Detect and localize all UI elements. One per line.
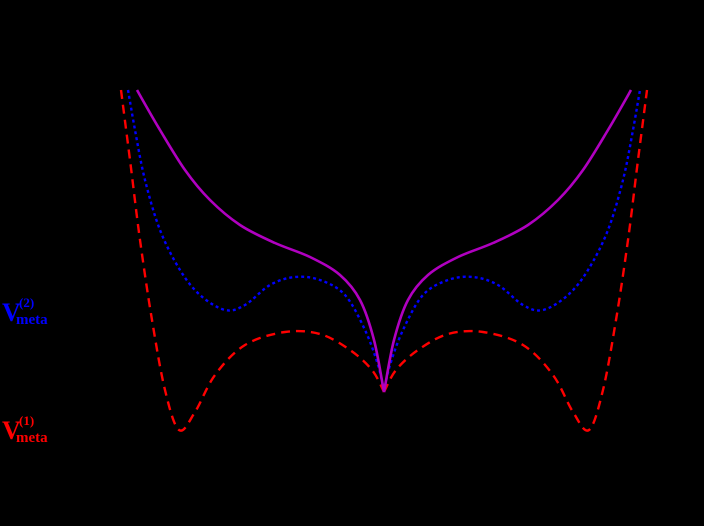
series-2-curve-right xyxy=(382,89,642,393)
series-3-curve-left xyxy=(135,89,386,393)
series-1-curve-left xyxy=(119,89,386,432)
v-meta-1-sup: (1) xyxy=(19,413,35,428)
v-meta-1-label: V (1) meta xyxy=(2,414,48,446)
series-3-curve-right xyxy=(382,89,633,393)
v-meta-1-sub: meta xyxy=(16,430,48,446)
v-meta-2-main: V xyxy=(2,298,21,327)
series-layer xyxy=(119,89,649,432)
v-meta-2-sub: meta xyxy=(16,312,48,328)
v-meta-2-sup: (2) xyxy=(19,295,35,310)
series-2-curve-left xyxy=(126,89,386,393)
v-meta-2-label: V (2) meta xyxy=(2,296,48,328)
series-1-curve-right xyxy=(382,89,649,432)
v-meta-1-main: V xyxy=(2,416,21,445)
